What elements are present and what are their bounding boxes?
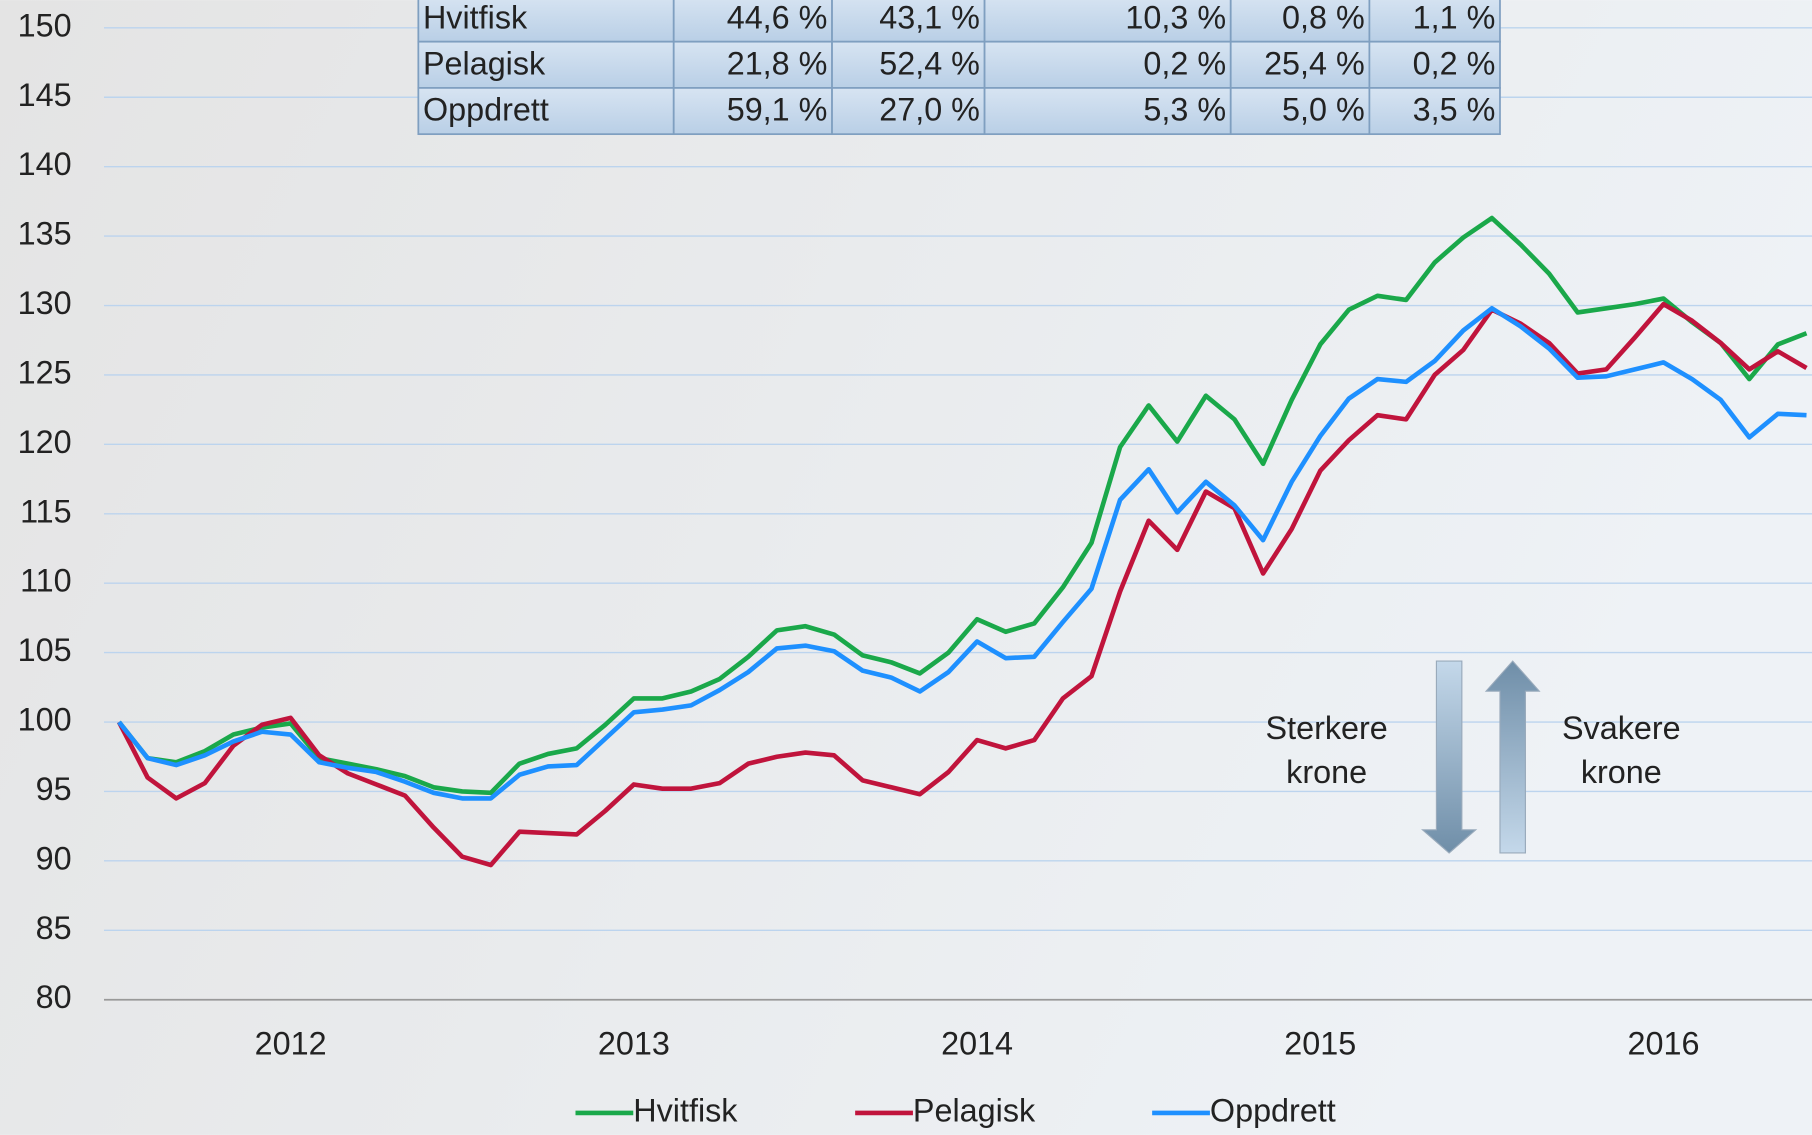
x-tick-label: 2016 (1628, 1025, 1700, 1061)
series-line (116, 301, 1808, 868)
x-tick-label: 2012 (255, 1025, 327, 1061)
table-text: 1,1 % (1413, 0, 1496, 35)
legend-label: Oppdrett (1210, 1092, 1336, 1128)
table-text: 52,4 % (879, 46, 980, 82)
table-cell (1229, 40, 1371, 89)
table-text: Hvitfisk (423, 0, 528, 35)
y-tick-label: 100 (18, 702, 72, 738)
table-text: 3,5 % (1413, 92, 1496, 128)
annotation: krone (1581, 754, 1662, 790)
annotation: Sterkere (1266, 710, 1388, 746)
table-cell (1368, 0, 1501, 43)
y-tick-label: 105 (18, 632, 72, 668)
x-tick-label: 2014 (941, 1025, 1013, 1061)
table-text: 44,6 % (727, 0, 828, 35)
table-text: 21,8 % (727, 46, 828, 82)
table: Hvitfisk 44,6 % 43,1 % 10,3 % 0,8 % 1,1 % Pela… (417, 0, 1501, 136)
table-cell (983, 87, 1232, 136)
annotation: Svakere (1562, 710, 1681, 746)
arrow-up (1484, 660, 1541, 854)
y-tick-label: 145 (18, 77, 72, 113)
legend-label: Hvitfisk (633, 1092, 738, 1128)
table-text: 5,3 % (1143, 92, 1226, 128)
table-cell (831, 40, 986, 89)
y-tick-label: 120 (18, 424, 72, 460)
y-tick-label: 125 (18, 354, 72, 390)
table-cell (1368, 87, 1501, 136)
series-line (117, 305, 1807, 801)
y-tick-label: 85 (36, 910, 72, 946)
plot (116, 215, 1808, 868)
y-tick-label: 115 (20, 493, 72, 529)
table-cell (417, 87, 675, 136)
x-tick-label: 2013 (598, 1025, 670, 1061)
table-text: Oppdrett (423, 92, 549, 128)
table-text: 43,1 % (879, 0, 980, 35)
arrow-down (1421, 660, 1478, 854)
table-text: 27,0 % (879, 92, 980, 128)
y-tick-label: 90 (36, 840, 72, 876)
y-tick-label: 150 (18, 7, 72, 43)
legend-label: Pelagisk (913, 1092, 1036, 1128)
y-tick-label: 95 (36, 771, 72, 807)
table-text: Pelagisk (423, 46, 546, 82)
table-cell (983, 40, 1232, 89)
x-tick-label: 2015 (1284, 1025, 1356, 1061)
table-text: 59,1 % (727, 92, 828, 128)
series-line (117, 215, 1808, 796)
table-cell (672, 0, 833, 43)
table-text: 5,0 % (1282, 92, 1365, 128)
table-text: 0,2 % (1413, 46, 1496, 82)
y-tick-label: 130 (18, 285, 72, 321)
table-text: 0,2 % (1143, 46, 1226, 82)
table-text: 0,8 % (1282, 0, 1365, 35)
table-cell (672, 87, 833, 136)
y-tick-label: 135 (18, 216, 72, 252)
y-tick-label: 80 (36, 979, 72, 1015)
y-tick-label: 110 (20, 563, 72, 599)
table-cell (831, 87, 986, 136)
table-text: 25,4 % (1264, 46, 1365, 82)
y-tick-label: 140 (18, 146, 72, 182)
table-text: 10,3 % (1125, 0, 1226, 35)
table-cell (417, 40, 675, 89)
annotation: krone (1286, 754, 1367, 790)
labels: 80 85 90 95 100 105 110 115 120 125 130 135 140 145 15… (18, 7, 1700, 1128)
table-cell (1368, 40, 1501, 89)
